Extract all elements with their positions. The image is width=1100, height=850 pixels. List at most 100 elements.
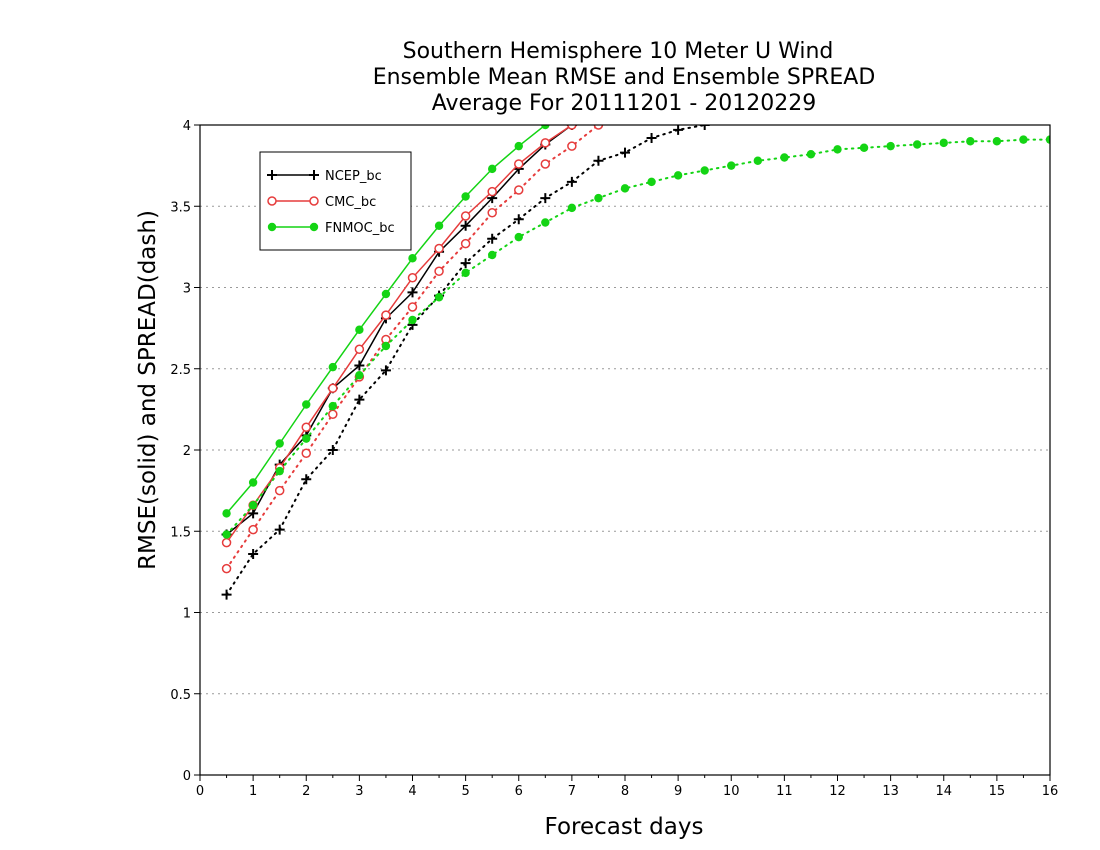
FNMOC_bc-rmse-point: [461, 192, 470, 201]
FNMOC_bc-rmse-point: [248, 478, 258, 487]
legend-item-NCEP_bc: NCEP_bc: [267, 169, 382, 184]
y-tick-label: 4: [183, 119, 191, 134]
NCEP_bc-spread-point: [646, 133, 657, 143]
NCEP_bc-spread-point: [354, 394, 365, 405]
FNMOC_bc-spread-line: [225, 138, 1050, 536]
title-line-2: Ensemble Mean RMSE and Ensemble SPREAD: [373, 65, 876, 90]
CMC_bc-spread-point: [221, 563, 232, 574]
FNMOC_bc-spread-point: [886, 141, 895, 151]
gridlines: [200, 205, 1050, 695]
x-tick-label: 10: [723, 784, 740, 799]
x-tick-label: 11: [776, 784, 793, 799]
FNMOC_bc-spread-point: [381, 341, 391, 351]
FNMOC_bc-spread-point: [939, 138, 948, 148]
CMC_bc-rmse-point: [567, 125, 577, 130]
NCEP_bc-spread-point: [513, 214, 524, 225]
FNMOC_bc-spread-point: [328, 401, 338, 411]
FNMOC_bc-spread-point: [1045, 135, 1050, 144]
legend-marker-right: [309, 170, 319, 180]
FNMOC_bc-spread-point: [487, 250, 497, 260]
CMC_bc-rmse-point: [487, 186, 497, 197]
FNMOC_bc-spread-point: [248, 501, 258, 510]
FNMOC_bc-spread-point: [673, 171, 683, 180]
CMC_bc-rmse-point: [540, 138, 551, 148]
y-tick-label: 0.5: [170, 688, 191, 703]
FNMOC_bc-rmse-point: [275, 439, 284, 448]
legend-marker-right: [309, 196, 319, 206]
CMC_bc-spread-point: [301, 448, 311, 458]
NCEP_bc-spread-point: [673, 125, 684, 135]
legend-marker-left: [267, 196, 277, 206]
CMC_bc-spread-point: [567, 141, 577, 151]
NCEP_bc-rmse-line: [226, 125, 573, 536]
FNMOC_bc-spread-point: [408, 315, 417, 325]
title-line-3: Average For 20111201 - 20120229: [432, 91, 817, 116]
legend: NCEP_bc CMC_bc FNMOC_bc: [259, 151, 412, 251]
NCEP_bc-spread-point: [274, 524, 285, 535]
CMC_bc-spread-point: [460, 238, 471, 249]
NCEP_bc-rmse-point: [460, 220, 471, 231]
FNMOC_bc-spread-point: [594, 193, 603, 203]
NCEP_bc-spread-point: [699, 125, 710, 130]
NCEP_bc-spread-point: [327, 445, 338, 455]
CMC_bc-rmse-point: [460, 211, 471, 221]
legend-marker-left: [267, 170, 277, 180]
CMC_bc-spread-line: [225, 125, 600, 570]
CMC_bc-spread-point: [593, 125, 604, 130]
FNMOC_bc-spread-point: [806, 150, 816, 159]
CMC_bc-spread-point: [540, 159, 551, 169]
FNMOC_bc-rmse-point: [381, 289, 391, 299]
FNMOC_bc-spread-point: [461, 268, 470, 278]
y-tick-label: 2: [183, 444, 191, 459]
x-tick-label: 2: [302, 784, 310, 799]
x-axis-title: Forecast days: [545, 814, 704, 840]
NCEP_bc-spread-point: [301, 474, 312, 485]
NCEP_bc-spread-point: [540, 193, 551, 204]
CMC_bc-rmse-point: [381, 310, 391, 320]
CMC_bc-rmse-line: [225, 125, 573, 544]
FNMOC_bc-spread-point: [620, 184, 630, 193]
FNMOC_bc-spread-point: [275, 466, 284, 476]
FNMOC_bc-spread-point: [753, 156, 763, 165]
FNMOC_bc-spread-point: [567, 203, 577, 213]
chart-title: Southern Hemisphere 10 Meter U Wind Ense…: [373, 39, 876, 116]
NCEP_bc-rmse-point: [248, 508, 259, 519]
FNMOC_bc-spread-point: [833, 145, 842, 154]
FNMOC_bc-spread-point: [222, 530, 231, 539]
x-tick-label: 5: [461, 784, 469, 799]
CMC_bc-spread-point: [487, 208, 497, 218]
x-tick-label: 9: [674, 784, 682, 799]
FNMOC_bc-spread-point: [302, 434, 311, 443]
x-tick-label: 15: [989, 784, 1006, 799]
x-tick-label: 0: [196, 784, 204, 799]
FNMOC_bc-spread-point: [966, 137, 975, 146]
CMC_bc-spread-point: [274, 485, 285, 496]
legend-marker-right: [309, 222, 319, 232]
legend-label: FNMOC_bc: [325, 221, 395, 236]
y-tick-label: 2.5: [170, 363, 191, 378]
CMC_bc-spread-point: [328, 409, 338, 419]
CMC_bc-spread-point: [248, 524, 258, 535]
plot-frame: [199, 124, 1051, 776]
FNMOC_bc-rmse-point: [408, 254, 417, 263]
NCEP_bc-spread-point: [221, 589, 232, 600]
FNMOC_bc-spread-point: [700, 166, 709, 175]
FNMOC_bc-rmse-point: [514, 141, 523, 151]
legend-marker-left: [267, 222, 277, 232]
x-tick-label: 13: [882, 784, 899, 799]
FNMOC_bc-spread-point: [1019, 135, 1028, 144]
NCEP_bc-spread-point: [620, 147, 630, 158]
series-FNMOC_bc: [222, 125, 1050, 539]
x-tick-label: 12: [829, 784, 846, 799]
FNMOC_bc-rmse-point: [328, 362, 338, 372]
CMC_bc-spread-point: [514, 185, 524, 195]
FNMOC_bc-spread-point: [541, 218, 550, 227]
x-tick-label: 6: [515, 784, 523, 799]
CMC_bc-spread-point: [434, 266, 444, 276]
x-axis-ticks: 0 1 2 3 4 5 6 7 8 9 10 11 12 13 14 15 16: [196, 775, 1058, 799]
FNMOC_bc-spread-point: [514, 232, 523, 242]
y-tick-label: 3: [183, 282, 191, 297]
CMC_bc-rmse-point: [407, 273, 418, 283]
FNMOC_bc-spread-point: [859, 143, 869, 152]
